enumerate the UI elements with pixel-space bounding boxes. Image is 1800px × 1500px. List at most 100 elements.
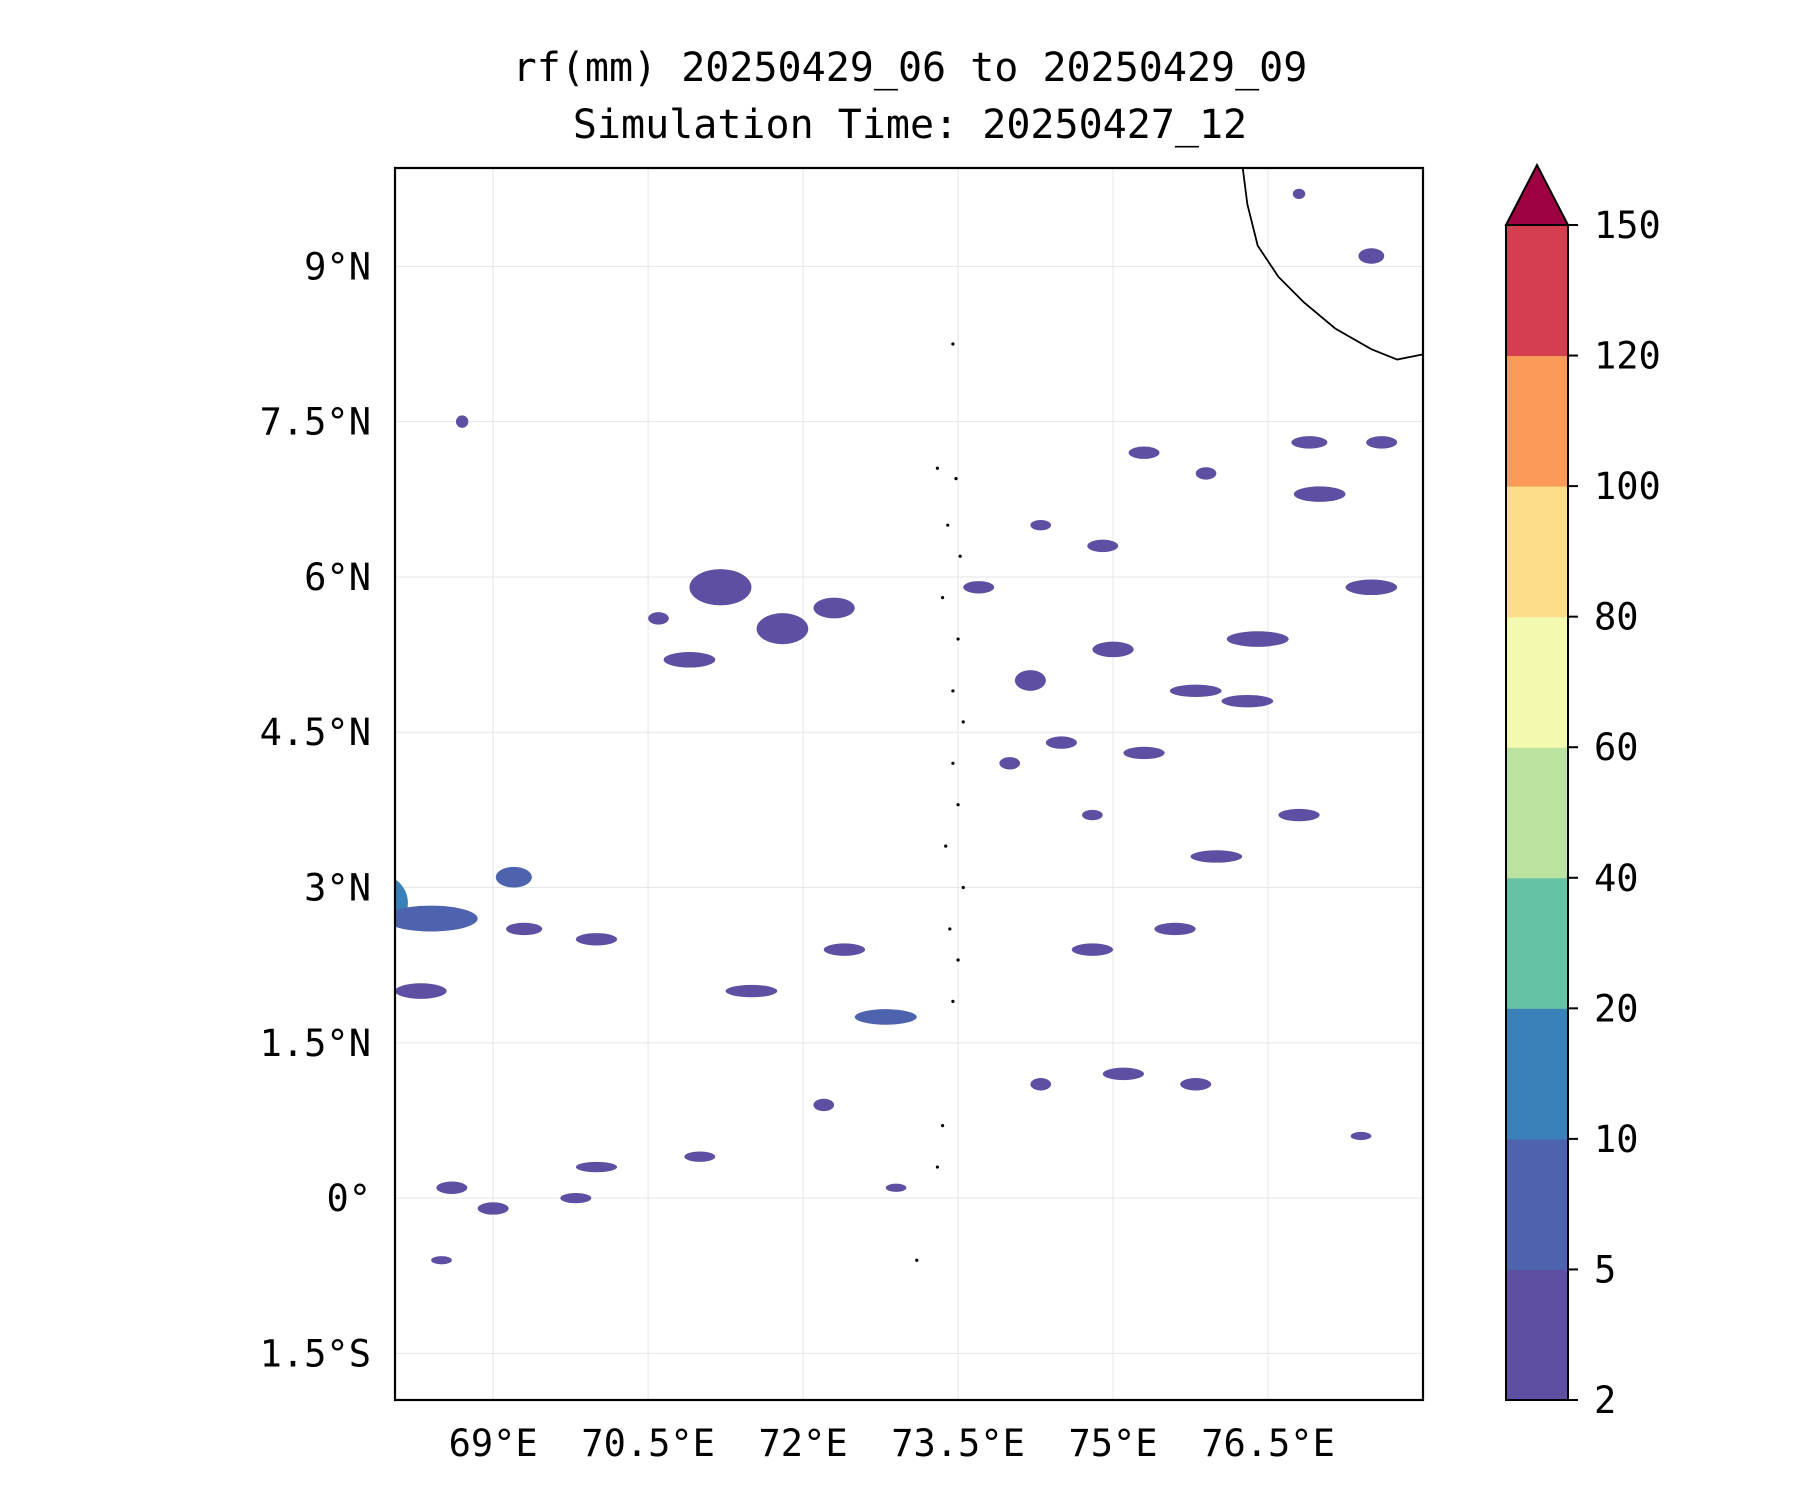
rain-patch	[1293, 486, 1346, 502]
colorbar: 2 5 10 20 40 60 80 100 120 150	[1504, 162, 1661, 1422]
rain-patch	[1030, 1078, 1052, 1091]
island-dot	[958, 554, 962, 558]
india-coastline	[1241, 168, 1423, 361]
colorbar-tick-label: 120	[1594, 335, 1661, 378]
coastline	[915, 168, 1423, 1262]
rain-patch	[1082, 809, 1103, 821]
rain-patch	[1128, 446, 1160, 459]
rain-patch	[455, 415, 469, 428]
island-dot	[951, 999, 955, 1004]
rain-patch	[1195, 467, 1217, 480]
rain-patch	[1278, 808, 1320, 822]
colorbar-frame	[1505, 224, 1569, 1401]
island-dot	[940, 1124, 945, 1128]
rain-patch	[1350, 1131, 1372, 1141]
rain-patch	[684, 1151, 716, 1162]
colorbar-segment	[1506, 616, 1568, 748]
rain-patch	[1045, 736, 1077, 749]
island-dot	[935, 466, 940, 470]
colorbar-segment	[1506, 877, 1568, 1009]
rain-patch	[431, 1256, 452, 1265]
gridlines	[395, 168, 1423, 1400]
island-dot	[961, 720, 965, 724]
island-dot	[951, 761, 955, 765]
rain-patch	[813, 597, 855, 619]
rain-patch	[689, 569, 752, 606]
island-dot	[948, 927, 952, 931]
lon-tick-label: 73.5°E	[891, 1422, 1025, 1465]
colorbar-segment	[1506, 355, 1568, 487]
lon-tick-label: 75°E	[1068, 1422, 1157, 1465]
island-dot	[961, 885, 965, 890]
lat-tick-label: 1.5°N	[260, 1022, 371, 1065]
rain-patch	[1292, 188, 1306, 200]
rain-field	[395, 188, 1398, 1265]
rain-patch	[1226, 631, 1289, 647]
island-dot	[915, 1258, 919, 1262]
island-dot	[944, 844, 948, 848]
colorbar-tick-label: 80	[1594, 596, 1639, 639]
lat-tick-label: 4.5°N	[260, 711, 371, 754]
lon-axis: 69°E 70.5°E 72°E 73.5°E 75°E 76.5°E	[449, 1422, 1335, 1465]
rain-patch	[823, 943, 866, 956]
rain-patch	[1345, 579, 1398, 596]
rain-patch	[663, 652, 716, 668]
rain-patch	[885, 1183, 907, 1192]
lat-tick-label: 0°	[326, 1177, 371, 1220]
island-dot	[935, 1165, 940, 1169]
rain-patch	[963, 581, 995, 594]
colorbar-segment	[1506, 1008, 1568, 1140]
colorbar-tick-label: 20	[1594, 987, 1639, 1030]
colorbar-tick-label: 150	[1594, 204, 1661, 247]
chart-title: rf(mm) 20250429_06 to 20250429_09	[512, 45, 1308, 91]
rain-patch	[813, 1098, 835, 1112]
lon-tick-label: 69°E	[449, 1422, 538, 1465]
rain-patch	[560, 1192, 592, 1204]
rain-patch	[477, 1202, 509, 1215]
lon-tick-label: 72°E	[759, 1422, 848, 1465]
lat-tick-label: 3°N	[304, 867, 371, 910]
colorbar-segment	[1506, 1269, 1568, 1401]
rain-patch	[648, 612, 669, 625]
rain-patch	[1366, 436, 1398, 449]
island-dot	[956, 803, 960, 807]
island-dot	[951, 342, 955, 346]
island-dot	[954, 476, 958, 481]
rain-patch	[1358, 248, 1385, 264]
rain-patch	[725, 984, 778, 998]
rain-patch	[1123, 746, 1165, 760]
colorbar-tick-label: 100	[1594, 465, 1661, 508]
rain-patch	[395, 905, 478, 932]
rain-patch	[575, 933, 618, 946]
lat-tick-label: 6°N	[304, 556, 371, 599]
rain-patch	[575, 1161, 618, 1173]
rain-patch	[1180, 1078, 1212, 1091]
colorbar-segment	[1506, 747, 1568, 879]
colorbar-extend-arrow	[1504, 162, 1570, 226]
island-dot	[940, 596, 945, 600]
colorbar-segment	[1506, 486, 1568, 618]
lat-tick-label: 9°N	[304, 245, 371, 288]
colorbar-tick-label: 5	[1594, 1248, 1616, 1291]
lat-axis: 9°N 7.5°N 6°N 4.5°N 3°N 1.5°N 0° 1.5°S	[260, 245, 371, 1375]
colorbar-segment	[1506, 1138, 1568, 1270]
rain-patch	[1092, 641, 1134, 658]
colorbar-segment	[1506, 225, 1568, 357]
rain-patch	[1154, 922, 1196, 936]
chart-subtitle: Simulation Time: 20250427_12	[572, 102, 1248, 148]
island-dot	[956, 637, 960, 641]
island-dot	[951, 689, 955, 693]
rain-patch	[756, 613, 809, 645]
colorbar-tick-label: 10	[1594, 1118, 1639, 1161]
lon-tick-label: 76.5°E	[1201, 1422, 1335, 1465]
rain-patch	[1169, 684, 1222, 698]
rain-patch	[395, 983, 447, 999]
lon-tick-label: 70.5°E	[581, 1422, 715, 1465]
rain-patch	[1221, 694, 1274, 708]
rain-patch	[1291, 436, 1328, 449]
rain-patch	[1030, 520, 1052, 531]
island-dot	[956, 958, 960, 962]
rain-patch	[506, 922, 543, 936]
rain-patch	[1071, 943, 1114, 956]
lat-tick-label: 1.5°S	[260, 1332, 371, 1375]
